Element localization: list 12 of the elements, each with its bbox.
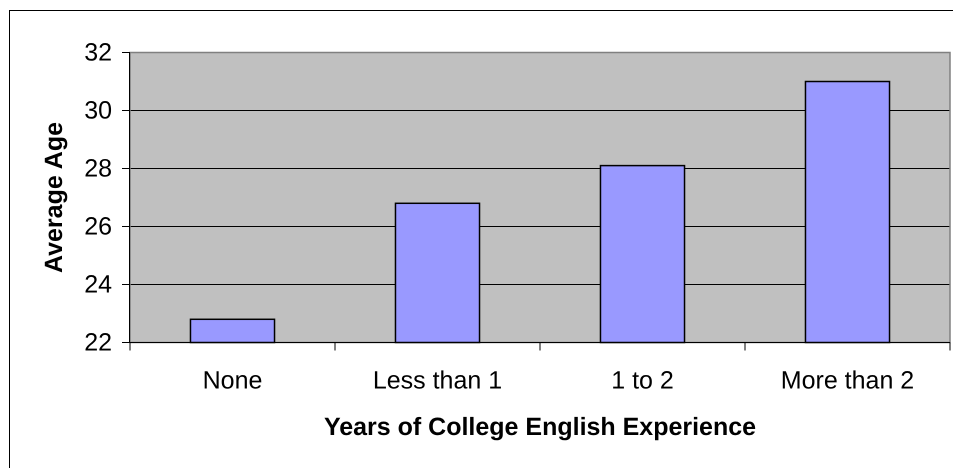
x-tick-label: More than 2 (780, 366, 914, 394)
x-axis-title: Years of College English Experience (324, 413, 756, 441)
x-tick-label: None (202, 366, 262, 394)
y-tick-label: 32 (84, 38, 112, 66)
y-tick-label: 24 (84, 270, 112, 298)
y-axis-title: Average Age (40, 122, 68, 273)
x-tick-label: Less than 1 (372, 366, 502, 394)
y-tick-label: 26 (84, 212, 112, 240)
y-tick-label: 30 (84, 96, 112, 124)
y-tick-label: 28 (84, 154, 112, 182)
x-tick-label: 1 to 2 (611, 366, 674, 394)
y-tick-label: 22 (84, 328, 112, 356)
